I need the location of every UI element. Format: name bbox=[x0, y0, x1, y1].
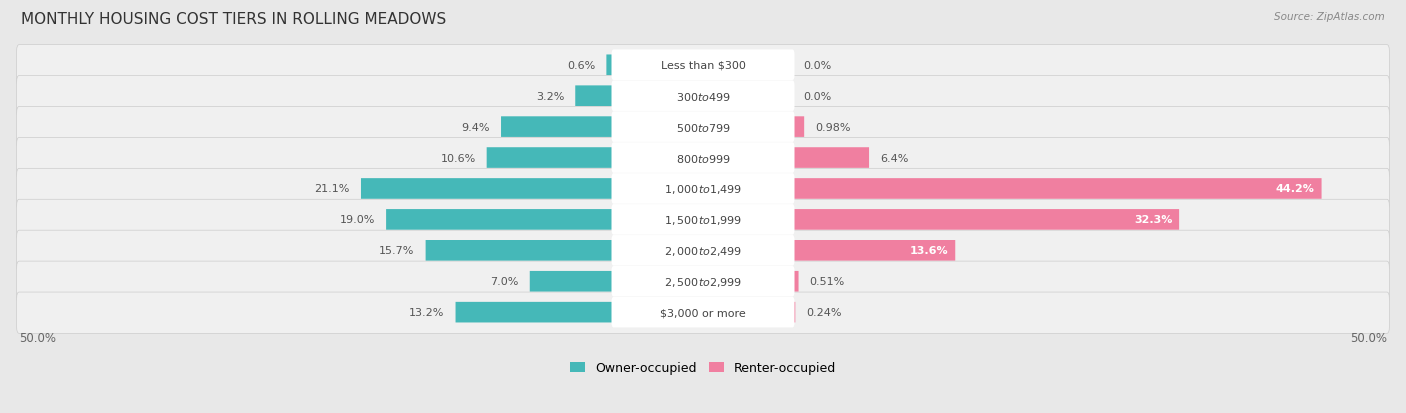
FancyBboxPatch shape bbox=[606, 55, 613, 76]
Text: $2,000 to $2,499: $2,000 to $2,499 bbox=[664, 244, 742, 257]
Text: 50.0%: 50.0% bbox=[1350, 331, 1386, 344]
Text: 13.2%: 13.2% bbox=[409, 307, 444, 318]
FancyBboxPatch shape bbox=[612, 81, 794, 112]
FancyBboxPatch shape bbox=[793, 148, 869, 169]
FancyBboxPatch shape bbox=[575, 86, 613, 107]
FancyBboxPatch shape bbox=[387, 209, 613, 230]
FancyBboxPatch shape bbox=[793, 271, 799, 292]
Text: 0.51%: 0.51% bbox=[810, 277, 845, 287]
Text: $800 to $999: $800 to $999 bbox=[675, 152, 731, 164]
FancyBboxPatch shape bbox=[612, 112, 794, 142]
Text: $2,500 to $2,999: $2,500 to $2,999 bbox=[664, 275, 742, 288]
Text: 3.2%: 3.2% bbox=[536, 91, 564, 102]
Text: 0.6%: 0.6% bbox=[567, 61, 595, 71]
Text: 10.6%: 10.6% bbox=[440, 153, 475, 163]
Text: 6.4%: 6.4% bbox=[880, 153, 908, 163]
FancyBboxPatch shape bbox=[612, 235, 794, 266]
Text: 32.3%: 32.3% bbox=[1133, 215, 1173, 225]
Text: 19.0%: 19.0% bbox=[340, 215, 375, 225]
Legend: Owner-occupied, Renter-occupied: Owner-occupied, Renter-occupied bbox=[565, 356, 841, 380]
Text: 13.6%: 13.6% bbox=[910, 246, 949, 256]
FancyBboxPatch shape bbox=[17, 76, 1389, 118]
Text: $3,000 or more: $3,000 or more bbox=[661, 307, 745, 318]
FancyBboxPatch shape bbox=[612, 266, 794, 297]
Text: 15.7%: 15.7% bbox=[380, 246, 415, 256]
FancyBboxPatch shape bbox=[361, 179, 613, 199]
FancyBboxPatch shape bbox=[17, 200, 1389, 241]
FancyBboxPatch shape bbox=[17, 138, 1389, 179]
FancyBboxPatch shape bbox=[612, 174, 794, 204]
FancyBboxPatch shape bbox=[17, 107, 1389, 148]
Text: Source: ZipAtlas.com: Source: ZipAtlas.com bbox=[1274, 12, 1385, 22]
Text: 50.0%: 50.0% bbox=[20, 331, 56, 344]
FancyBboxPatch shape bbox=[612, 143, 794, 173]
Text: Less than $300: Less than $300 bbox=[661, 61, 745, 71]
FancyBboxPatch shape bbox=[17, 230, 1389, 272]
Text: 0.0%: 0.0% bbox=[803, 91, 832, 102]
FancyBboxPatch shape bbox=[456, 302, 613, 323]
Text: 9.4%: 9.4% bbox=[461, 122, 491, 132]
FancyBboxPatch shape bbox=[793, 117, 804, 138]
Text: $500 to $799: $500 to $799 bbox=[675, 121, 731, 133]
FancyBboxPatch shape bbox=[793, 179, 1322, 199]
FancyBboxPatch shape bbox=[612, 50, 794, 81]
FancyBboxPatch shape bbox=[17, 169, 1389, 210]
Text: $300 to $499: $300 to $499 bbox=[675, 90, 731, 102]
Text: $1,500 to $1,999: $1,500 to $1,999 bbox=[664, 214, 742, 226]
FancyBboxPatch shape bbox=[793, 240, 955, 261]
FancyBboxPatch shape bbox=[793, 302, 796, 323]
Text: 0.24%: 0.24% bbox=[806, 307, 842, 318]
Text: 0.0%: 0.0% bbox=[803, 61, 832, 71]
FancyBboxPatch shape bbox=[486, 148, 613, 169]
FancyBboxPatch shape bbox=[530, 271, 613, 292]
Text: 44.2%: 44.2% bbox=[1275, 184, 1315, 194]
Text: 7.0%: 7.0% bbox=[491, 277, 519, 287]
FancyBboxPatch shape bbox=[17, 261, 1389, 303]
Text: MONTHLY HOUSING COST TIERS IN ROLLING MEADOWS: MONTHLY HOUSING COST TIERS IN ROLLING ME… bbox=[21, 12, 446, 27]
FancyBboxPatch shape bbox=[17, 45, 1389, 87]
FancyBboxPatch shape bbox=[612, 204, 794, 235]
FancyBboxPatch shape bbox=[501, 117, 613, 138]
FancyBboxPatch shape bbox=[17, 292, 1389, 334]
FancyBboxPatch shape bbox=[793, 209, 1180, 230]
Text: 0.98%: 0.98% bbox=[815, 122, 851, 132]
FancyBboxPatch shape bbox=[426, 240, 613, 261]
Text: $1,000 to $1,499: $1,000 to $1,499 bbox=[664, 183, 742, 195]
Text: 21.1%: 21.1% bbox=[315, 184, 350, 194]
FancyBboxPatch shape bbox=[612, 297, 794, 328]
